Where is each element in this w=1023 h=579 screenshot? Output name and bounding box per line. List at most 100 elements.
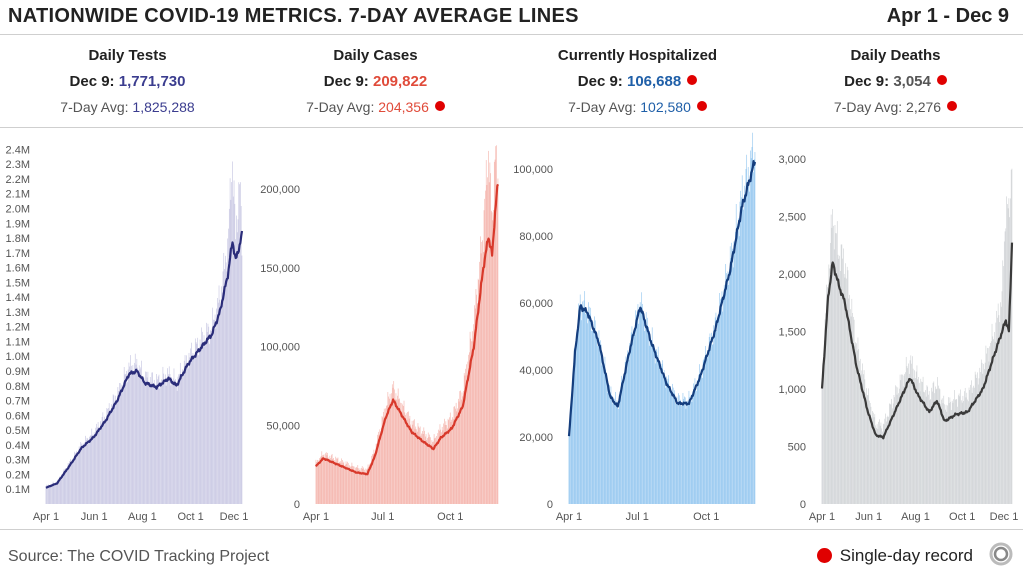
daily-bar: [218, 285, 220, 504]
y-tick-label: 200,000: [260, 184, 300, 196]
daily-bar: [240, 182, 241, 505]
daily-bar: [597, 345, 598, 504]
daily-bar: [729, 269, 730, 504]
stat-avg-line: 7-Day Avg: 204,356: [248, 99, 503, 117]
daily-bar: [830, 242, 831, 504]
daily-bar: [154, 386, 156, 504]
daily-bar: [457, 408, 458, 504]
daily-bar: [977, 372, 978, 504]
daily-bar: [748, 183, 750, 504]
daily-bar: [912, 368, 914, 504]
daily-bar: [419, 427, 420, 504]
daily-bar: [894, 397, 896, 504]
daily-bar: [369, 462, 371, 504]
daily-bar: [990, 341, 992, 504]
daily-bar: [127, 369, 129, 504]
daily-bar: [579, 294, 581, 504]
daily-bar: [57, 479, 59, 504]
daily-bar: [701, 371, 703, 504]
daily-bar: [747, 182, 748, 504]
daily-bar: [135, 364, 137, 504]
daily-bar: [425, 434, 427, 504]
daily-bar: [340, 462, 342, 504]
daily-bar: [738, 236, 740, 504]
daily-bar: [336, 458, 338, 504]
daily-bar: [61, 474, 63, 504]
daily-bar: [331, 453, 333, 504]
daily-bar: [752, 132, 754, 504]
daily-bar: [662, 360, 664, 504]
stat-avg-label: 7-Day Avg:: [568, 99, 641, 115]
daily-bar: [696, 391, 697, 504]
daily-bar: [624, 380, 625, 504]
y-tick-label: 500: [788, 442, 806, 454]
daily-bar: [936, 388, 938, 504]
daily-bar: [882, 431, 883, 504]
daily-bar: [710, 342, 712, 504]
daily-bar: [651, 340, 652, 504]
daily-bar: [177, 376, 179, 504]
daily-bar: [1009, 217, 1010, 504]
daily-bar: [873, 417, 875, 504]
daily-bar: [116, 399, 118, 504]
daily-bar: [674, 390, 676, 504]
daily-bar: [69, 461, 70, 504]
daily-bar: [115, 395, 116, 504]
daily-bar: [595, 337, 597, 504]
daily-bar: [977, 384, 979, 504]
daily-bar: [51, 484, 52, 504]
daily-bar: [136, 358, 138, 504]
daily-bar: [145, 371, 146, 504]
daily-bar: [361, 467, 362, 504]
daily-bar: [747, 167, 749, 505]
daily-bar: [82, 443, 84, 504]
daily-bar: [324, 457, 326, 504]
daily-bar: [997, 317, 998, 504]
daily-bar: [209, 330, 211, 504]
daily-bar: [339, 462, 340, 504]
daily-bar: [678, 393, 679, 504]
daily-bar: [598, 330, 600, 504]
daily-bar: [903, 375, 905, 504]
daily-bar: [699, 364, 700, 504]
daily-bar: [741, 197, 742, 504]
daily-bar: [148, 385, 150, 504]
daily-bar: [835, 233, 837, 504]
daily-bar: [187, 365, 188, 504]
daily-bar: [367, 464, 369, 504]
daily-bar: [645, 325, 646, 504]
daily-bar: [596, 331, 598, 504]
daily-bar: [67, 463, 69, 504]
record-dot-icon: [434, 101, 445, 111]
daily-bar: [130, 365, 132, 504]
daily-bar: [416, 431, 418, 504]
daily-bar: [317, 459, 318, 504]
daily-bar: [184, 355, 186, 504]
daily-bar: [944, 404, 945, 504]
daily-bar: [678, 395, 680, 504]
daily-bar: [856, 343, 857, 504]
x-tick-label: Aug 1: [128, 511, 157, 523]
x-tick-label: Oct 1: [693, 511, 719, 523]
daily-bar: [411, 427, 412, 504]
daily-bar: [80, 441, 82, 504]
daily-bar: [845, 263, 847, 504]
daily-bar: [430, 437, 431, 504]
daily-bar: [407, 411, 408, 504]
daily-bar: [887, 415, 889, 504]
daily-bar: [394, 389, 395, 504]
daily-bar: [739, 201, 741, 505]
daily-bar: [495, 146, 497, 505]
chart-2: 0 20,000 40,000 60,000 80,000 100,000 Apr 1 Jul…: [513, 132, 757, 523]
daily-bar: [134, 362, 135, 504]
daily-bar: [900, 380, 902, 504]
daily-bar: [926, 385, 928, 504]
daily-bar: [570, 412, 572, 504]
daily-bar: [667, 378, 669, 504]
daily-bar: [376, 443, 378, 504]
daily-bar: [620, 387, 622, 504]
daily-bar: [81, 447, 83, 504]
daily-bar: [216, 308, 217, 504]
daily-bar: [879, 425, 881, 504]
daily-bar: [481, 241, 483, 504]
